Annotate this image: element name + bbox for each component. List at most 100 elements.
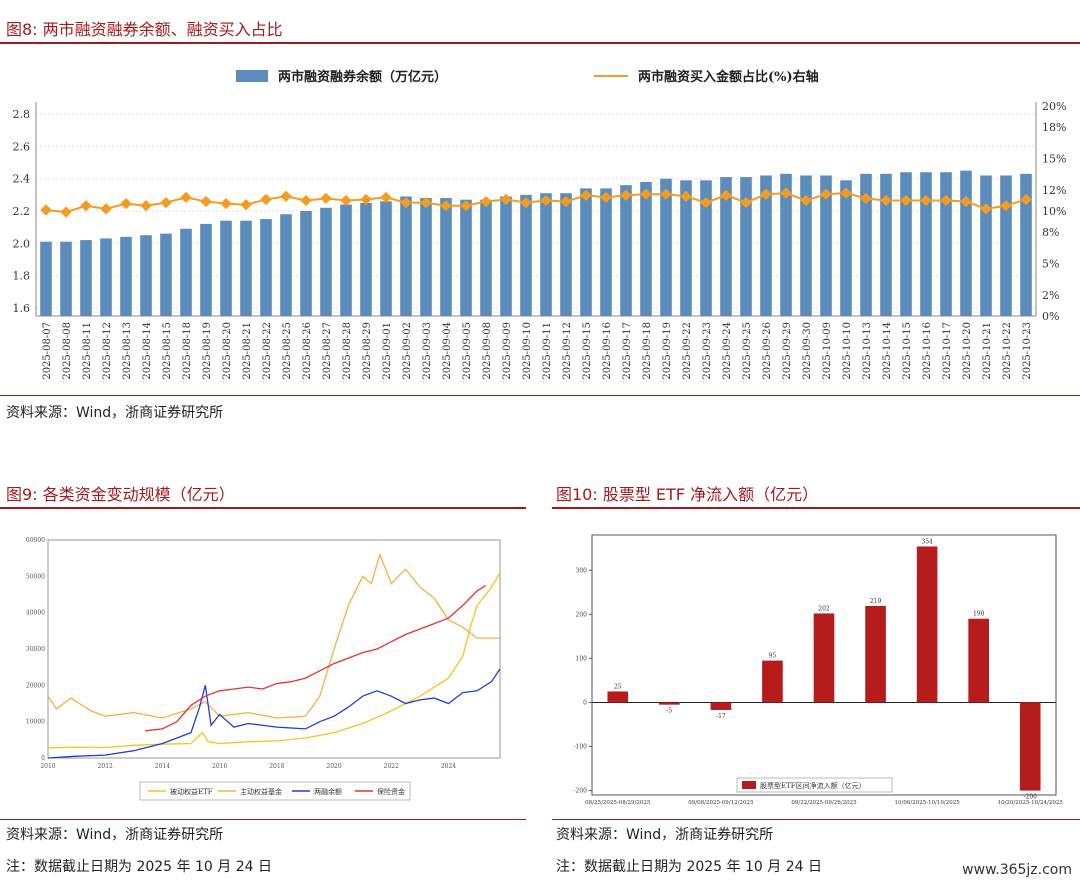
- y-left-tick: 1.6: [13, 302, 31, 315]
- x-tick: 2025-10-17: [942, 322, 953, 380]
- bar: [160, 233, 172, 316]
- series-line-2: [47, 552, 500, 719]
- line-marker: [320, 192, 332, 205]
- legend-bar-label: 两市融资融券余额（万亿元）: [278, 69, 447, 85]
- line-marker: [800, 194, 812, 207]
- fig9-source: 资料来源：Wind，浙商证券研究所: [6, 827, 224, 843]
- x-tick: 2025-08-21: [242, 322, 253, 380]
- fig9-bottom-rule: [0, 819, 526, 820]
- line-marker: [260, 193, 272, 206]
- bar: [660, 178, 672, 316]
- bar: [840, 180, 852, 316]
- bar: [940, 172, 952, 316]
- bar: [680, 180, 692, 316]
- data-label: 25: [614, 683, 622, 690]
- x-tick: 2025-10-09: [822, 322, 833, 380]
- y-right-tick: 15%: [1042, 153, 1066, 166]
- fig8-title: 图8: 两市融资融券余额、融资买入占比: [6, 20, 283, 39]
- y-tick: 40000: [26, 610, 45, 617]
- bar: [710, 702, 732, 710]
- line-marker: [340, 194, 352, 207]
- data-label: 95: [769, 653, 777, 660]
- x-tick: 2025-09-16: [602, 322, 613, 380]
- x-tick: 2025-09-17: [622, 322, 633, 380]
- y-right-tick: 0%: [1042, 310, 1059, 323]
- data-label: 219: [870, 598, 882, 605]
- x-tick: 2024: [441, 763, 456, 770]
- bar: [813, 613, 835, 703]
- x-tick: 2018: [269, 763, 284, 770]
- y-right-tick: 20%: [1042, 100, 1066, 113]
- x-tick: 2025-10-14: [882, 322, 893, 380]
- bar: [260, 219, 272, 316]
- watermark: www.365jz.com: [962, 862, 1072, 878]
- y-left-tick: 2.2: [13, 205, 31, 218]
- y-right-tick: 18%: [1042, 121, 1066, 134]
- line-marker: [640, 188, 652, 200]
- bar: [500, 196, 512, 316]
- x-tick: 2025-09-10: [522, 322, 533, 380]
- fig8-bottom-rule: [0, 395, 1080, 396]
- bar: [860, 173, 872, 316]
- legend-box: [139, 781, 411, 801]
- legend-bar-swatch: [236, 70, 268, 82]
- line-marker: [500, 193, 512, 206]
- bar: [100, 238, 112, 316]
- bar: [700, 180, 712, 316]
- data-label: 202: [818, 605, 830, 612]
- line-marker: [980, 203, 992, 215]
- x-tick: 2025-09-04: [442, 322, 453, 380]
- line-marker: [900, 194, 912, 207]
- x-tick: 2025-08-25: [282, 322, 293, 380]
- series-line-1: [47, 572, 501, 749]
- y-tick: 60000: [26, 537, 45, 544]
- y-tick: 100: [576, 655, 588, 662]
- x-tick: 2025-10-10: [842, 322, 853, 380]
- bar: [740, 177, 752, 316]
- x-tick: 2025-08-12: [102, 322, 113, 380]
- x-tick: 2025-08-15: [162, 322, 173, 380]
- bar: [480, 199, 492, 316]
- x-tick: 08/25/2025-08/29/2025: [585, 800, 651, 806]
- y-tick: -200: [574, 788, 588, 795]
- legend-label: 股票型ETF区间净流入额（亿元）: [760, 781, 866, 790]
- data-label: 354: [921, 538, 933, 545]
- x-tick: 2025-09-11: [542, 322, 553, 380]
- legend-line-label: 两市融资买入金额占比(%)右轴: [638, 69, 819, 85]
- y-left-tick: 1.8: [13, 270, 31, 283]
- line-marker: [200, 195, 212, 208]
- x-tick: 09/08/2025-09/12/2025: [688, 800, 754, 806]
- line-marker: [220, 197, 232, 210]
- fig10-title: 图10: 股票型 ETF 净流入额（亿元）: [556, 485, 819, 504]
- x-tick: 2025-09-23: [702, 322, 713, 380]
- x-tick: 2025-09-26: [762, 322, 773, 380]
- legend-label: 被动权益ETF: [170, 787, 213, 796]
- line-marker: [120, 197, 132, 210]
- x-tick: 2025-10-16: [922, 322, 933, 380]
- bar: [400, 196, 412, 316]
- x-tick: 2025-08-11: [82, 322, 93, 380]
- y-tick: 200: [576, 611, 588, 618]
- bar: [460, 199, 472, 316]
- bar: [560, 193, 572, 316]
- y-tick: 0: [583, 699, 587, 706]
- bar: [580, 188, 592, 316]
- bar: [320, 207, 332, 316]
- fig8-chart: 两市融资融券余额（万亿元） 两市融资买入金额占比(%)右轴 1.6 1.8 2.0 2.2…: [13, 69, 1067, 380]
- fig10-note: 注：数据截止日期为 2025 年 10 月 24 日: [556, 859, 822, 875]
- x-tick: 2022: [384, 763, 399, 770]
- y-right-tick: 10%: [1042, 205, 1066, 218]
- x-tick: 2025-09-29: [782, 322, 793, 380]
- bar: [865, 605, 886, 703]
- y-left-tick: 2.6: [13, 140, 31, 153]
- bar: [360, 202, 372, 316]
- line-marker: [520, 196, 532, 209]
- line-series: [45, 192, 1027, 214]
- plot-frame: [47, 539, 501, 759]
- x-tick: 2025-09-03: [422, 322, 433, 380]
- line-marker: [860, 192, 872, 205]
- line-marker: [760, 188, 772, 200]
- y-left-tick: 2.4: [13, 173, 31, 186]
- x-tick: 2016: [212, 763, 227, 770]
- bar: [120, 236, 132, 316]
